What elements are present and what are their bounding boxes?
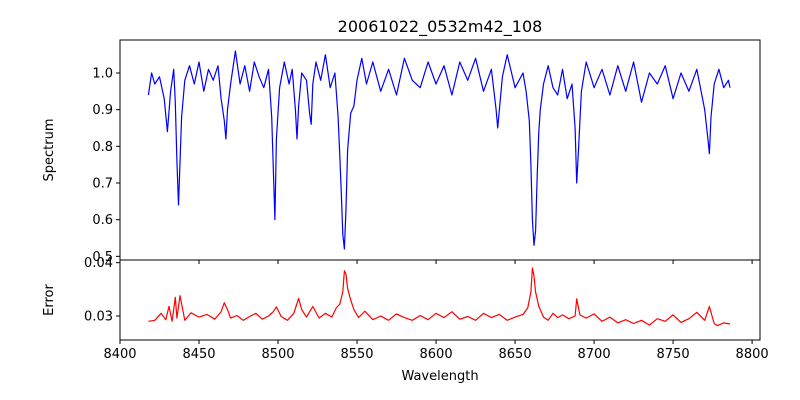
error-panel: 0.03 0.04 8400 8450 8500 8550 8600 8650 8700 875…	[42, 256, 769, 384]
error-x-tick-label: 8750	[657, 347, 690, 362]
error-axes-frame	[119, 259, 761, 341]
chart-title: 20061022_0532m42_108	[338, 17, 543, 37]
spectrum-y-tick-label: 0.9	[92, 103, 113, 118]
spectrum-y-axis-label: Spectrum	[42, 119, 57, 182]
spectrum-y-ticks: 0.5 0.6 0.7 0.8 0.9 1.0	[92, 67, 120, 265]
spectrum-y-tick-label: 1.0	[92, 67, 113, 82]
spectrum-data-layer	[147, 50, 731, 250]
spectrum-series-line-0	[147, 50, 731, 250]
error-data-layer	[148, 267, 731, 327]
error-x-tick-label: 8500	[261, 347, 294, 362]
error-x-tick-label: 8700	[578, 347, 611, 362]
error-x-tick-label: 8650	[499, 347, 532, 362]
error-x-tick-label: 8600	[420, 347, 453, 362]
error-x-tick-label: 8800	[736, 347, 769, 362]
error-series-line-0	[148, 267, 731, 327]
error-y-axis-label: Error	[42, 284, 57, 316]
spectrum-y-tick-label: 0.5	[92, 250, 113, 265]
error-x-tick-label: 8550	[340, 347, 373, 362]
error-x-ticks: 8400 8450 8500 8550 8600 8650 8700 8750 8800	[103, 340, 769, 362]
error-y-tick-label: 0.04	[84, 256, 113, 271]
error-y-tick-label: 0.03	[84, 310, 113, 325]
x-axis-label: Wavelength	[401, 369, 478, 384]
spectrum-y-tick-label: 0.7	[92, 177, 113, 192]
spectrum-y-tick-label: 0.6	[92, 213, 113, 228]
error-x-tick-label: 8450	[182, 347, 215, 362]
error-y-ticks: 0.03 0.04	[84, 256, 120, 325]
error-x-tick-label: 8400	[103, 347, 136, 362]
spectrum-y-tick-label: 0.8	[92, 140, 113, 155]
